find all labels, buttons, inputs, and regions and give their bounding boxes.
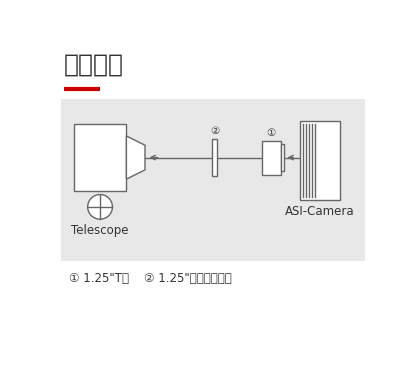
- Text: ①: ①: [267, 128, 276, 138]
- Text: ① 1.25"T桶    ② 1.25"滤镜（可选）: ① 1.25"T桶 ② 1.25"滤镜（可选）: [69, 272, 232, 284]
- Text: ASI-Camera: ASI-Camera: [285, 205, 355, 217]
- Bar: [300, 121, 340, 200]
- Text: Telescope: Telescope: [71, 224, 129, 237]
- Bar: [281, 144, 284, 171]
- Polygon shape: [126, 136, 145, 179]
- Text: ②: ②: [210, 126, 219, 136]
- Bar: [262, 140, 281, 175]
- Text: 连接方式: 连接方式: [64, 53, 124, 77]
- Bar: [212, 139, 218, 176]
- Bar: [74, 124, 126, 191]
- Circle shape: [88, 194, 112, 219]
- Bar: [61, 99, 365, 261]
